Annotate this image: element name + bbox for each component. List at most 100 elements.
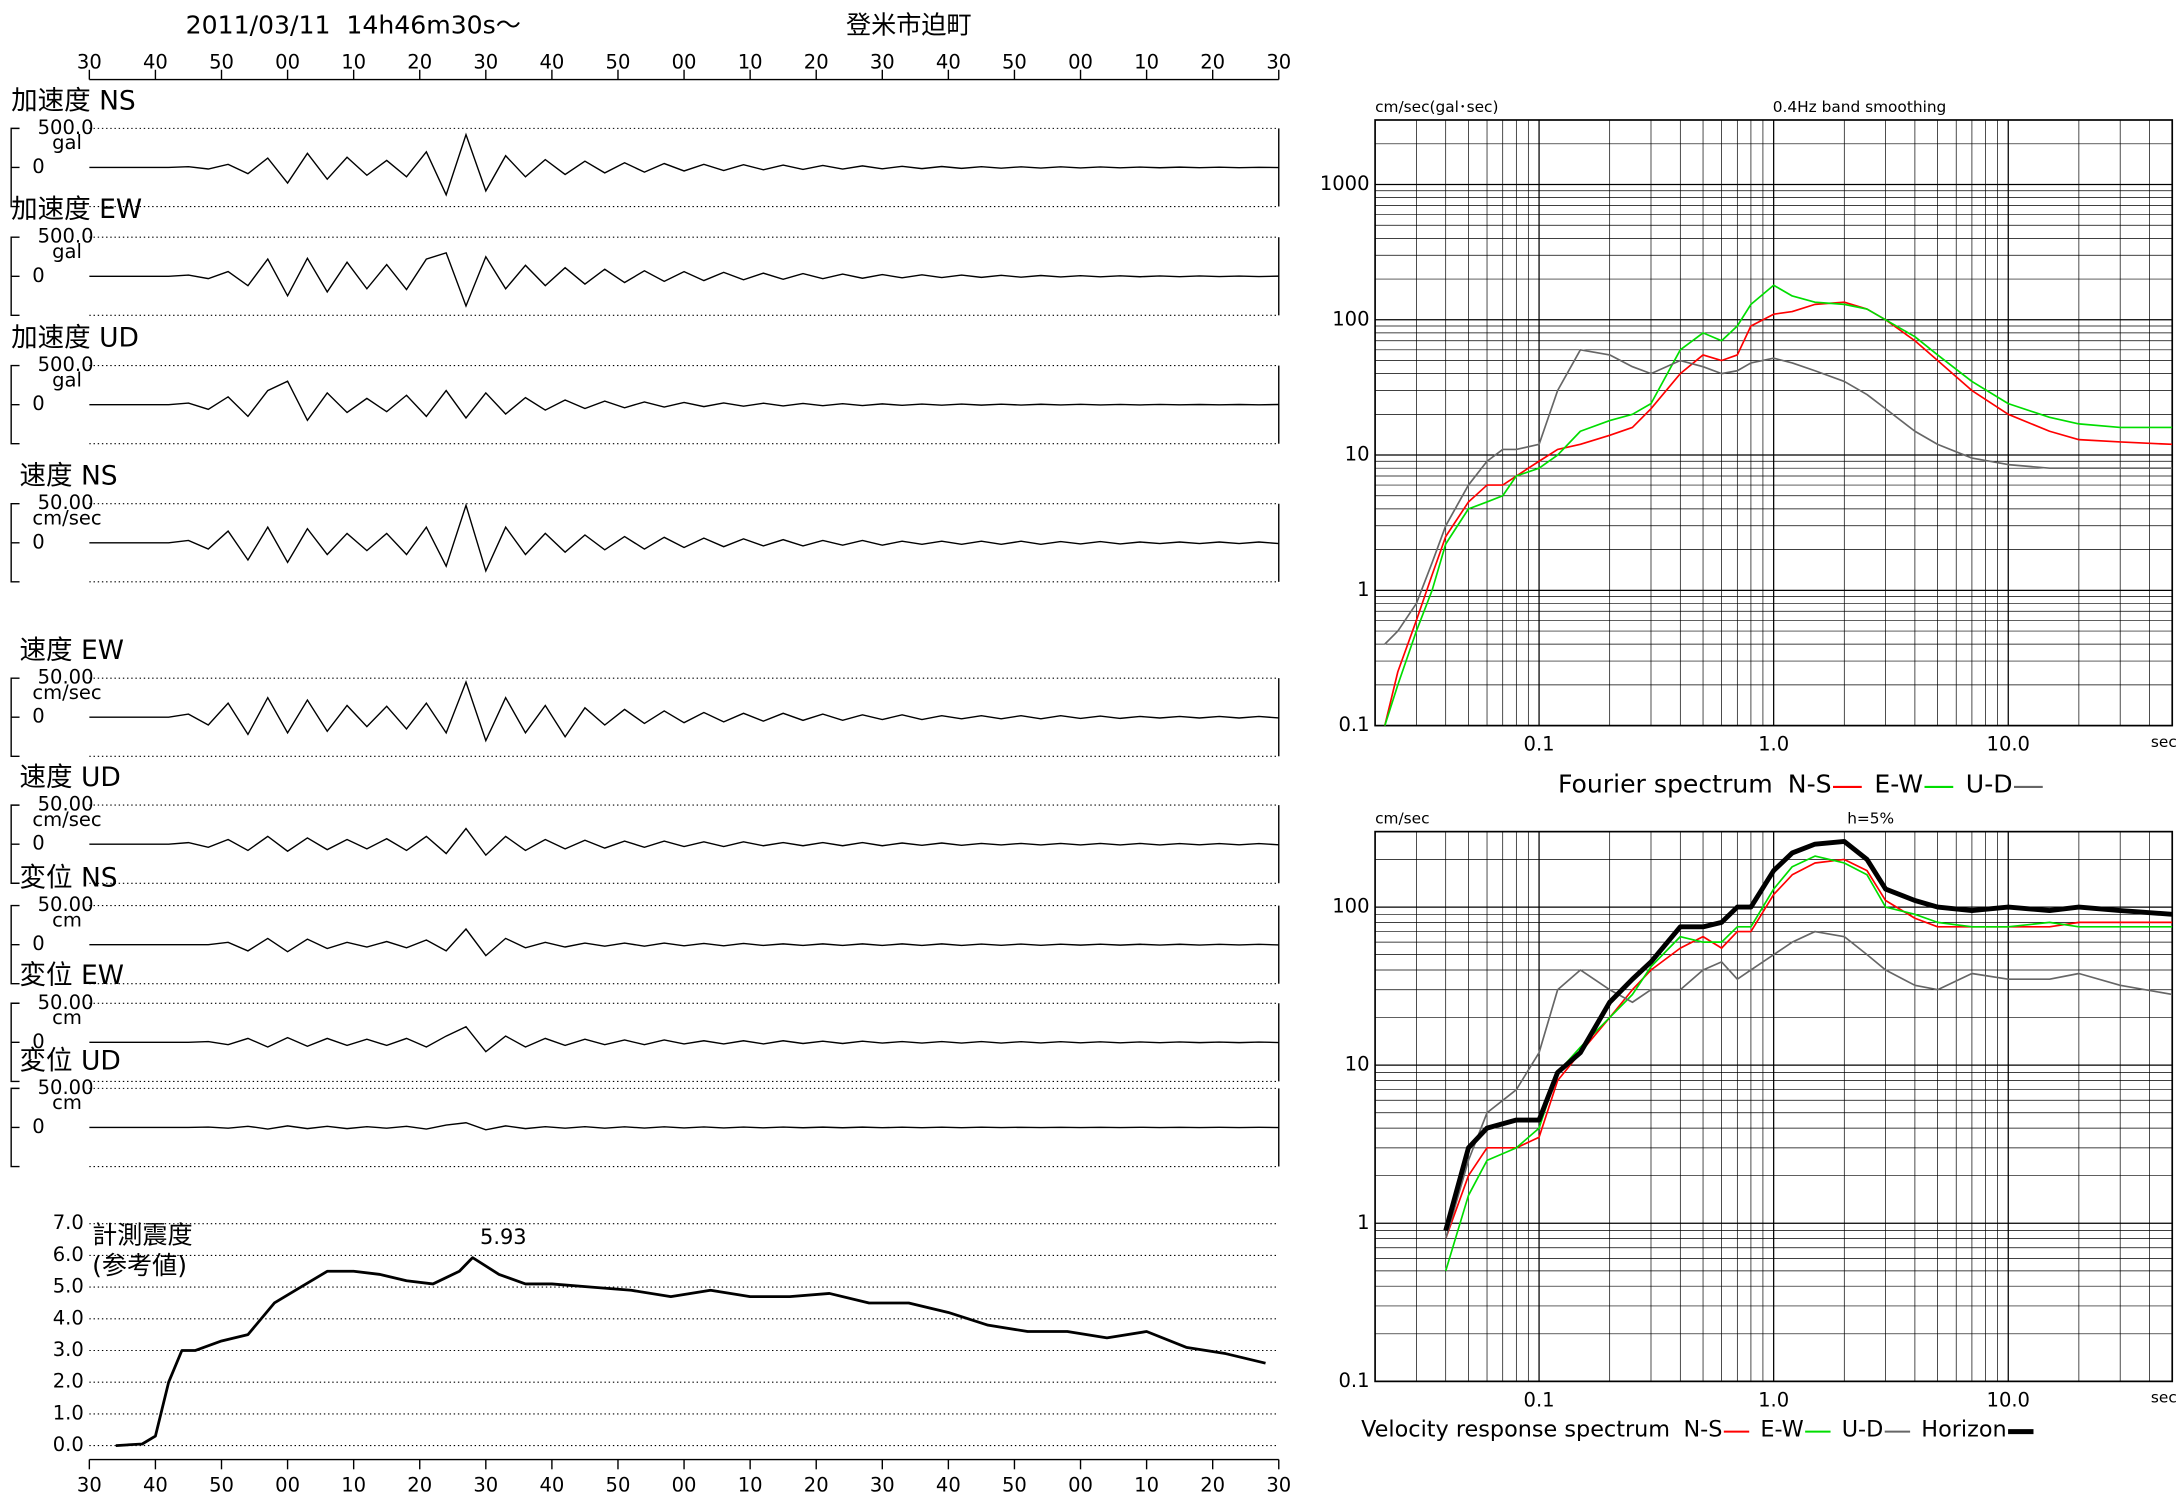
y-tick-label: 0 — [32, 932, 44, 955]
data-line — [1384, 348, 2173, 645]
waveform-trace — [89, 1122, 1279, 1131]
legend-label: E-W — [1760, 1417, 1803, 1443]
trace-title: 変位 NS — [20, 863, 118, 894]
x-tick-label: 10.0 — [1987, 733, 2030, 756]
x-tick-label: 0.1 — [1524, 733, 1555, 756]
x-tick-label: 00 — [672, 50, 697, 73]
y-tick-label: 1000 — [1320, 172, 1370, 195]
y-tick-label: 0 — [32, 832, 44, 855]
y-tick-label: 0 — [32, 530, 44, 553]
x-tick-label: 40 — [539, 50, 564, 73]
trace-unit: gal — [52, 240, 82, 263]
x-tick-label: 40 — [143, 50, 168, 73]
x-tick-label: 50 — [606, 50, 631, 73]
y-tick-label: 0 — [32, 1030, 44, 1053]
waveform-trace — [89, 251, 1279, 308]
subtitle: (参考値) — [92, 1251, 187, 1280]
y-tick-label: 7.0 — [53, 1211, 84, 1234]
trace-unit: gal — [52, 368, 82, 391]
x-tick-label: 20 — [1200, 1474, 1225, 1497]
x-tick-label: 50 — [209, 50, 234, 73]
x-tick-label: 20 — [804, 50, 829, 73]
x-tick-label: 10 — [341, 50, 366, 73]
trace-unit: cm/sec — [32, 507, 101, 530]
data-line — [1444, 930, 2173, 1239]
y-axis-label: cm/sec(gal･sec) — [1375, 98, 1498, 116]
legend-label: Horizon — [1921, 1417, 2006, 1443]
waveform-trace — [89, 680, 1279, 743]
x-tick-label: 20 — [407, 1474, 432, 1497]
y-tick-label: 2.0 — [53, 1370, 84, 1393]
y-tick-label: 0 — [32, 705, 44, 728]
subtitle: 0.4Hz band smoothing — [1773, 98, 1947, 116]
y-tick-label: 5.0 — [53, 1275, 84, 1298]
x-tick-label: 1.0 — [1758, 1388, 1789, 1411]
y-tick-label: 50.00 — [38, 1076, 94, 1099]
trace-title: 変位 EW — [20, 960, 124, 991]
y-tick-label: 50.00 — [38, 793, 94, 816]
x-tick-label: 10 — [1134, 50, 1159, 73]
legend-label: N-S — [1788, 770, 1832, 799]
trace-unit: gal — [52, 131, 82, 154]
y-tick-label: 50.00 — [38, 991, 94, 1014]
waveform-trace — [89, 502, 1279, 573]
data-line — [115, 1256, 1266, 1447]
y-tick-label: 100 — [1332, 307, 1369, 330]
y-tick-label: 0 — [32, 1115, 44, 1138]
trace-title: 速度 EW — [20, 635, 124, 666]
waveform-trace — [89, 380, 1279, 422]
x-tick-label: 20 — [407, 50, 432, 73]
trace-title: 変位 UD — [20, 1045, 121, 1076]
x-tick-label: 30 — [1266, 50, 1291, 73]
trace-unit: cm — [52, 908, 82, 931]
x-tick-label: 00 — [672, 1474, 697, 1497]
x-tick-label: 00 — [275, 50, 300, 73]
y-tick-label: 0 — [32, 392, 44, 415]
y-tick-label: 1 — [1357, 578, 1369, 601]
x-tick-label: 30 — [1266, 1474, 1291, 1497]
x-tick-label: 10 — [1134, 1474, 1159, 1497]
y-tick-label: 500.0 — [38, 353, 94, 376]
x-tick-label: 30 — [77, 1474, 102, 1497]
y-tick-label: 0.1 — [1338, 713, 1369, 736]
data-line — [1383, 301, 2173, 726]
trace-title: 速度 NS — [20, 461, 118, 492]
x-tick-label: 50 — [209, 1474, 234, 1497]
x-tick-label: 00 — [1068, 1474, 1093, 1497]
x-tick-label: 10 — [738, 50, 763, 73]
y-tick-label: 1.0 — [53, 1401, 84, 1424]
x-tick-label: 10 — [738, 1474, 763, 1497]
trace-bracket — [10, 127, 20, 208]
x-tick-label: 20 — [1200, 50, 1225, 73]
data-line — [1443, 839, 2173, 1232]
data-line — [1444, 858, 2173, 1239]
waveform-trace — [89, 927, 1279, 957]
x-tick-label: 30 — [77, 50, 102, 73]
y-tick-label: 50.00 — [38, 666, 94, 689]
value-label: 5.93 — [480, 1225, 527, 1249]
trace-bracket — [10, 904, 20, 985]
y-tick-label: 3.0 — [53, 1338, 84, 1361]
legend-label: N-S — [1683, 1417, 1722, 1443]
chart-title: 計測震度 — [92, 1220, 192, 1249]
trace-bracket — [10, 677, 20, 757]
chart-title: Fourier spectrum — [1558, 770, 1773, 799]
y-tick-label: 6.0 — [53, 1243, 84, 1266]
y-tick-label: 0.1 — [1338, 1369, 1369, 1392]
x-tick-label: 30 — [870, 1474, 895, 1497]
x-tick-label: 50 — [1002, 50, 1027, 73]
y-tick-label: 100 — [1332, 895, 1369, 918]
y-tick-label: 50.00 — [38, 893, 94, 916]
x-tick-label: 40 — [539, 1474, 564, 1497]
trace-title: 速度 UD — [20, 762, 121, 793]
waveform-trace — [89, 1025, 1279, 1053]
y-tick-label: 0.0 — [53, 1433, 84, 1456]
trace-bracket — [10, 364, 20, 445]
x-tick-label: 00 — [1068, 50, 1093, 73]
trace-title: 加速度 UD — [11, 323, 139, 354]
x-tick-label: 20 — [804, 1474, 829, 1497]
trace-unit: cm/sec — [32, 681, 101, 704]
x-axis-label: sec — [2151, 1389, 2177, 1407]
y-tick-label: 10 — [1345, 443, 1370, 466]
